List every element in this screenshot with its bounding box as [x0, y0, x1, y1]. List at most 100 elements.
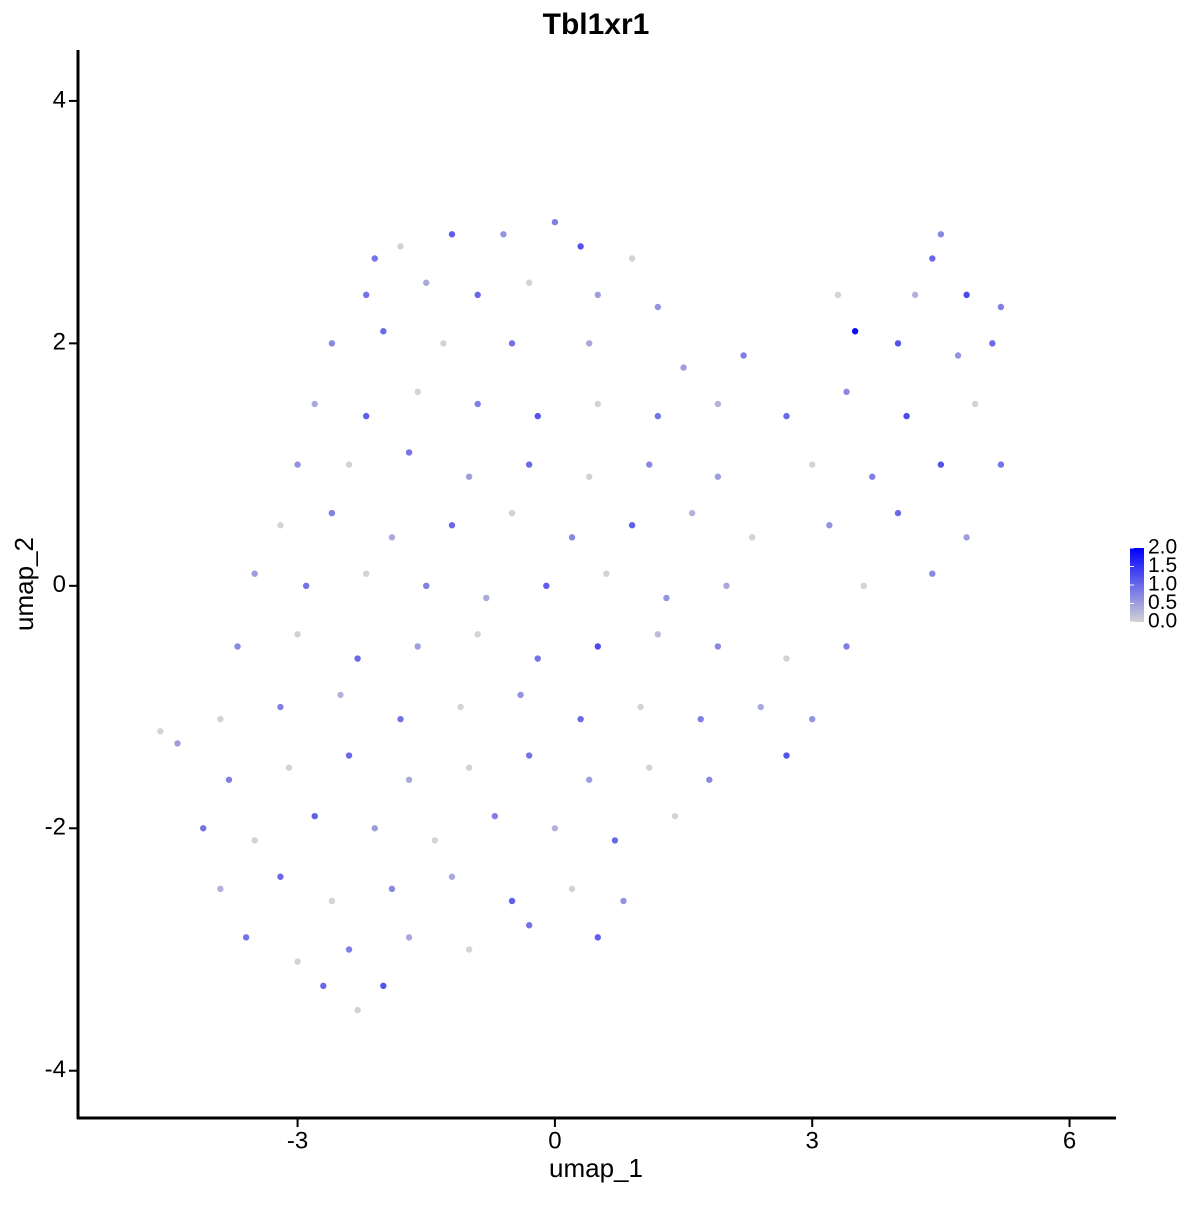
point — [474, 631, 481, 638]
point — [603, 570, 610, 577]
point — [723, 582, 730, 590]
point — [826, 522, 833, 529]
point — [714, 400, 722, 408]
point — [354, 655, 361, 662]
point — [654, 303, 662, 311]
point — [371, 825, 378, 832]
point — [491, 812, 499, 820]
point — [654, 631, 662, 638]
point — [620, 897, 627, 905]
x-tick-label: -3 — [287, 1127, 308, 1154]
point — [311, 812, 318, 820]
point — [714, 643, 722, 650]
point — [517, 691, 524, 699]
point — [783, 752, 790, 759]
point — [637, 703, 644, 711]
point — [388, 885, 396, 893]
point — [646, 461, 653, 468]
point — [894, 340, 902, 347]
point — [328, 340, 336, 347]
point — [586, 473, 593, 480]
point — [251, 837, 258, 844]
point — [843, 643, 850, 650]
point — [706, 776, 713, 783]
point — [646, 764, 653, 771]
point — [500, 231, 507, 238]
point — [328, 897, 336, 905]
point — [362, 570, 370, 577]
point — [242, 934, 250, 941]
point — [397, 715, 404, 723]
point — [577, 243, 584, 250]
point — [508, 897, 516, 905]
point — [628, 522, 636, 529]
point — [345, 946, 353, 953]
y-axis-title: umap_2 — [9, 537, 39, 631]
point — [285, 764, 293, 771]
colorbar-tick-label: 1.5 — [1148, 554, 1177, 577]
point — [354, 1006, 361, 1014]
x-tick-label: 0 — [548, 1127, 561, 1154]
point — [345, 461, 353, 468]
point — [594, 934, 601, 941]
point — [157, 728, 164, 735]
point — [371, 255, 378, 262]
point — [911, 291, 919, 299]
point — [405, 449, 413, 456]
point — [937, 461, 945, 468]
point — [903, 412, 910, 420]
point — [869, 473, 876, 480]
y-tick-label: 4 — [53, 86, 66, 113]
point — [465, 473, 473, 480]
point — [757, 703, 764, 711]
x-tick-label: 6 — [1063, 1127, 1076, 1154]
point — [809, 715, 816, 723]
point — [929, 570, 936, 577]
point — [388, 534, 396, 541]
point — [997, 461, 1005, 468]
y-tick-label: 2 — [53, 329, 66, 356]
point — [465, 946, 473, 953]
point — [594, 643, 601, 650]
point — [586, 340, 593, 347]
point — [525, 279, 533, 286]
point — [809, 461, 816, 468]
point — [414, 643, 421, 650]
point — [971, 400, 979, 408]
point — [997, 303, 1005, 311]
point — [328, 509, 336, 517]
point — [302, 582, 310, 590]
point — [688, 509, 696, 517]
y-tick-label: -2 — [45, 814, 66, 841]
point — [217, 885, 224, 893]
point — [748, 534, 756, 541]
point — [843, 388, 850, 396]
point — [294, 958, 301, 965]
point — [894, 509, 902, 517]
point — [474, 291, 481, 299]
point — [989, 340, 996, 347]
colorbar-tick-label: 2.0 — [1148, 536, 1177, 559]
point — [586, 776, 593, 783]
point — [594, 291, 601, 299]
point — [448, 873, 456, 880]
point — [697, 715, 704, 723]
point — [551, 218, 559, 226]
point — [671, 812, 679, 820]
colorbar-tick-label: 1.0 — [1148, 573, 1177, 596]
point — [251, 570, 258, 577]
point — [954, 352, 962, 359]
point — [465, 764, 473, 771]
point — [525, 922, 533, 929]
point — [294, 631, 301, 638]
point — [174, 740, 181, 747]
point — [834, 291, 842, 299]
point — [380, 328, 387, 335]
points — [157, 218, 1005, 1014]
point — [963, 534, 970, 541]
point — [457, 703, 464, 711]
point — [483, 594, 490, 602]
point — [423, 279, 430, 286]
point — [663, 594, 670, 602]
